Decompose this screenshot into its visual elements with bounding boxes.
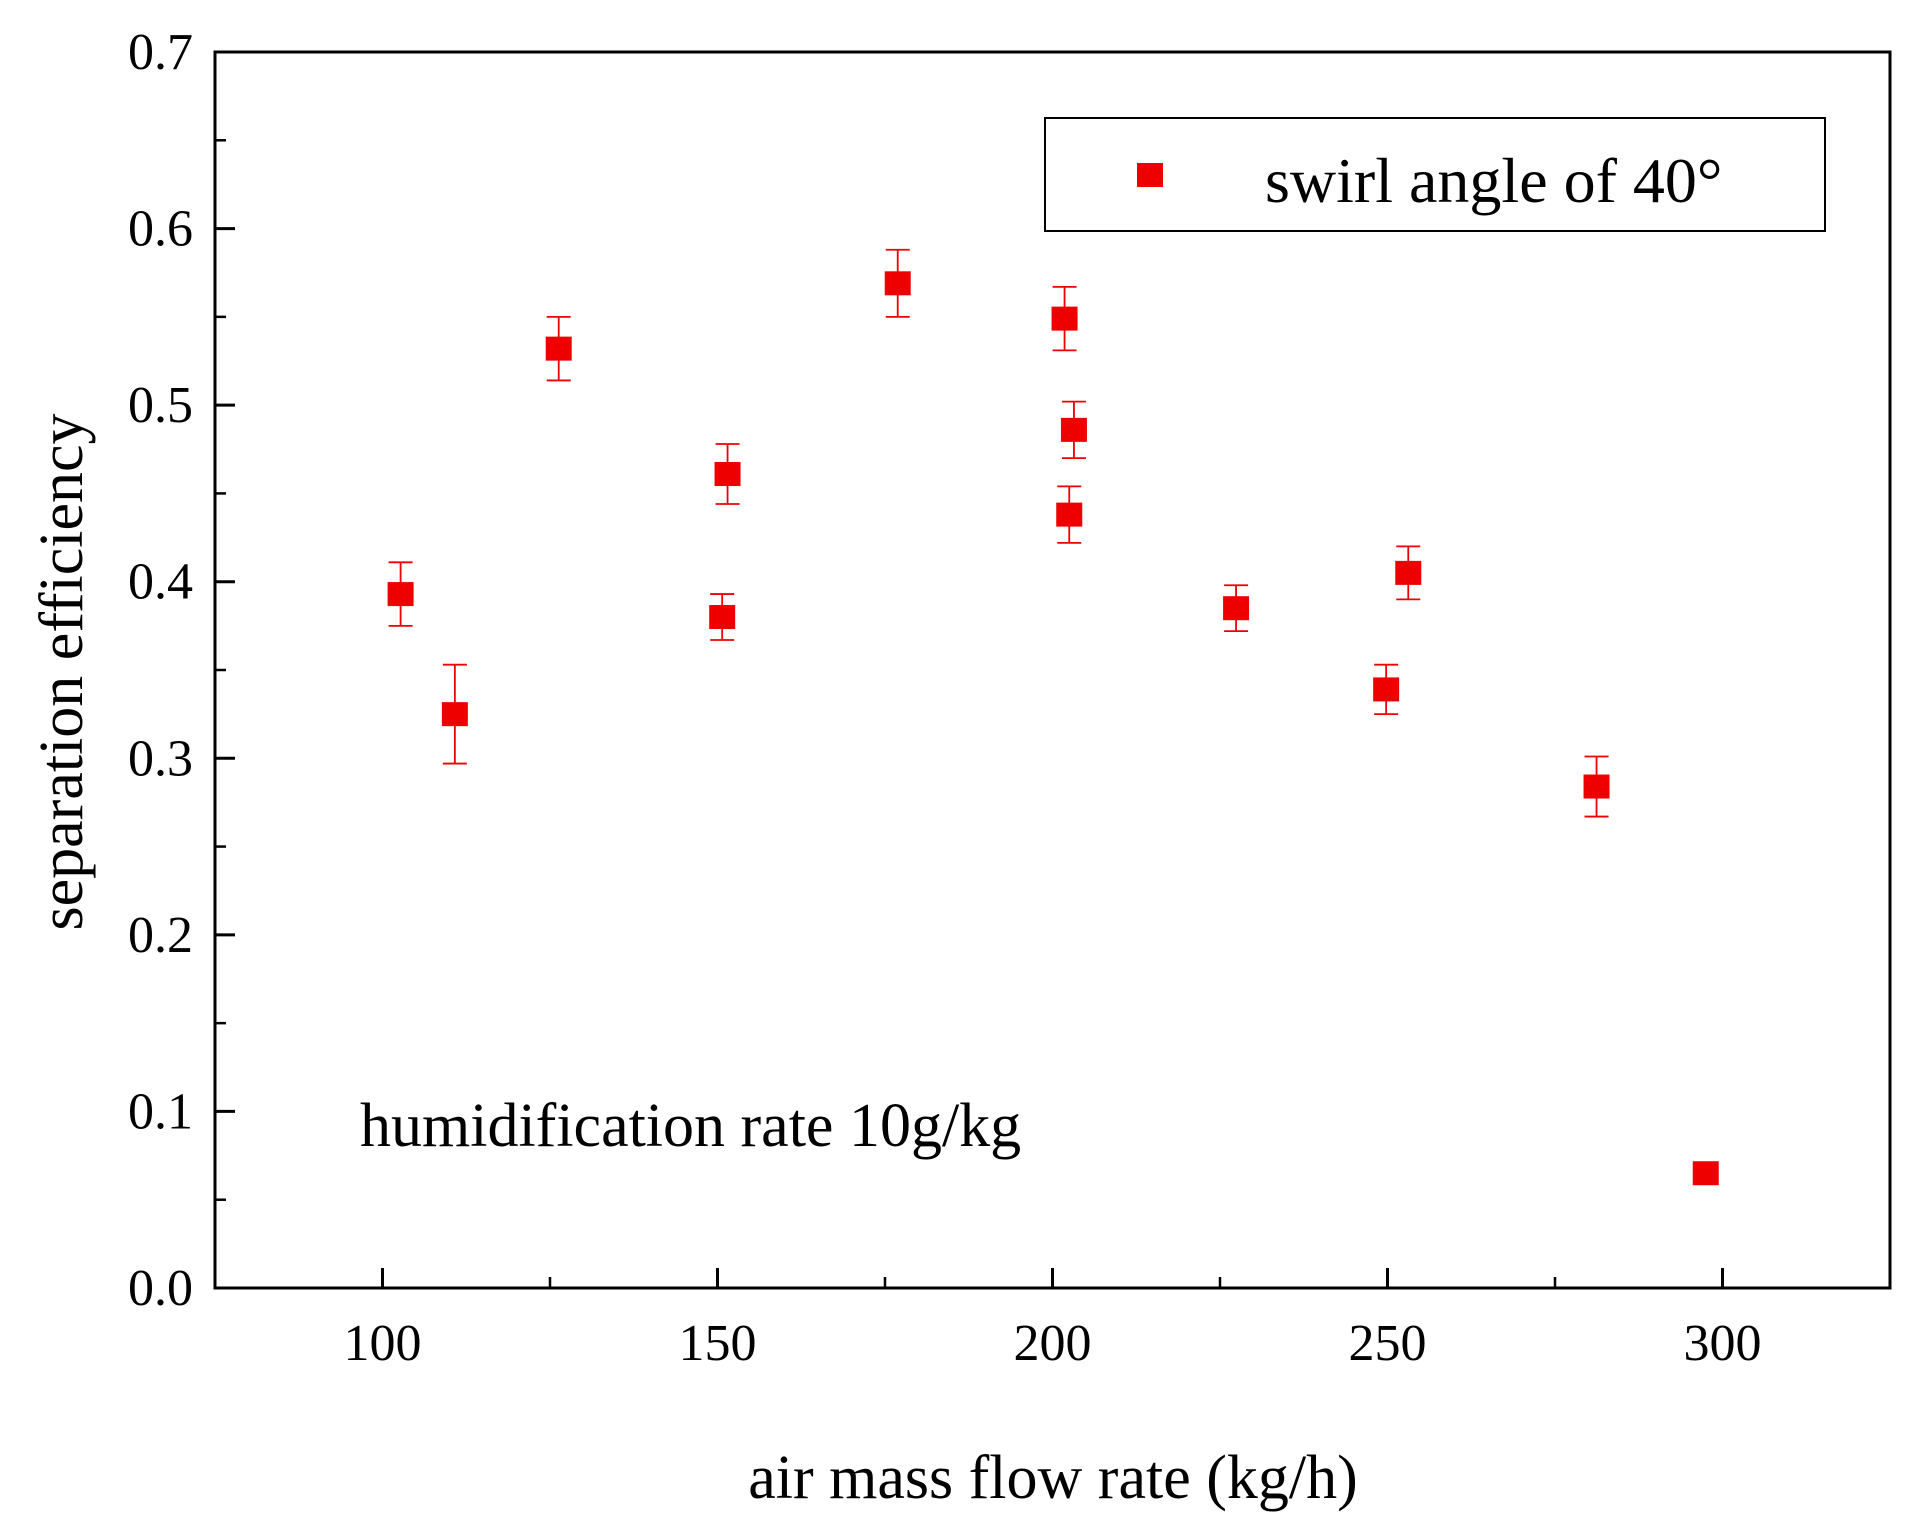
x-tick-label: 300 — [1684, 1315, 1762, 1372]
axes-layer: 100 150 200 250 300 0.0 0.1 0.2 0.3 0.4 0.5 0.6 0.7 — [128, 24, 1892, 1372]
data-point — [1060, 417, 1087, 442]
data-point — [1395, 560, 1422, 585]
data-point — [884, 271, 911, 296]
y-tick-label: 0.2 — [128, 907, 193, 964]
data-point — [709, 605, 736, 630]
y-tick-label: 0.3 — [128, 730, 193, 787]
data-point — [441, 702, 468, 727]
x-tick-label: 100 — [344, 1315, 422, 1372]
data-point — [1056, 502, 1083, 527]
x-axis-title: air mass flow rate (kg/h) — [748, 1444, 1357, 1512]
legend-box — [1044, 117, 1826, 232]
annotation-text: humidification rate 10g/kg — [360, 1092, 1021, 1160]
data-point — [1223, 596, 1250, 621]
y-tick-label: 0.6 — [128, 201, 193, 258]
data-point — [1583, 774, 1610, 799]
legend-label: swirl angle of 40° — [1265, 145, 1723, 216]
data-point — [714, 462, 741, 487]
y-tick-label: 0.7 — [128, 24, 193, 81]
x-tick-label: 200 — [1014, 1315, 1092, 1372]
data-point — [1373, 677, 1400, 702]
data-point — [1692, 1161, 1719, 1186]
y-tick-label: 0.4 — [128, 554, 193, 611]
data-point — [387, 582, 414, 607]
x-tick-label: 250 — [1349, 1315, 1427, 1372]
y-axis-title: separation efficiency — [28, 414, 96, 931]
y-tick-label: 0.5 — [128, 377, 193, 434]
y-tick-label: 0.0 — [128, 1260, 193, 1317]
x-tick-label: 150 — [679, 1315, 757, 1372]
legend: swirl angle of 40° — [1044, 117, 1826, 232]
y-tick-label: 0.1 — [128, 1083, 193, 1140]
data-point — [1051, 306, 1078, 331]
legend-marker — [1137, 163, 1163, 187]
data-point — [545, 336, 572, 361]
data-layer — [387, 248, 1719, 1186]
